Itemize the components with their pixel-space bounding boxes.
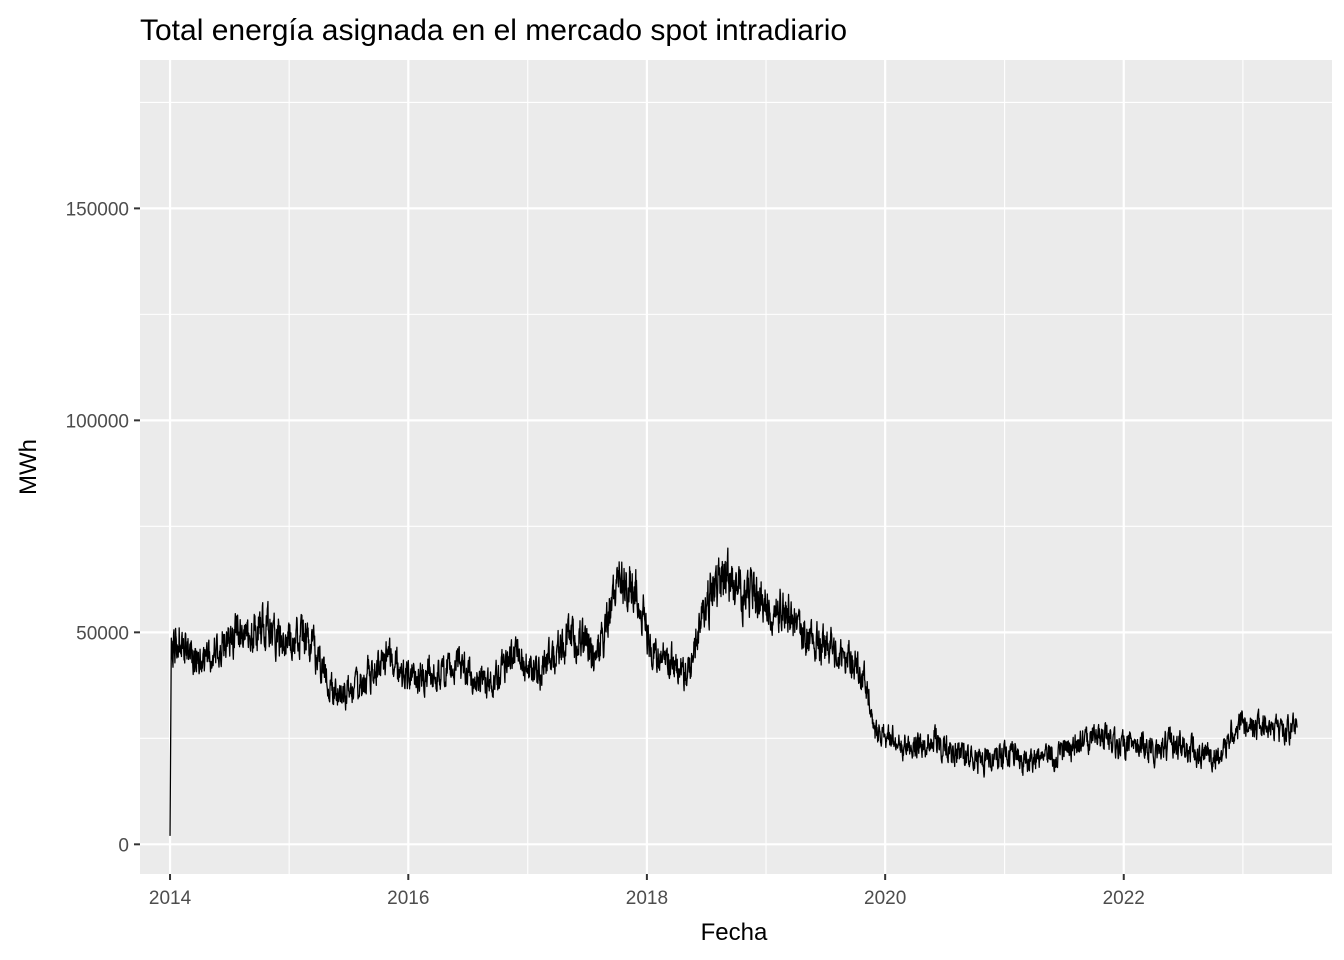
series-line: [169, 547, 1298, 836]
x-axis-title: Fecha: [701, 919, 768, 946]
minor-gridlines: [140, 60, 1332, 874]
y-tick-label: 50000: [76, 623, 129, 644]
y-axis: 0 50000 100000 150000: [66, 199, 140, 856]
x-tick-label: 2020: [864, 888, 906, 909]
x-tick-label: 2022: [1103, 888, 1145, 909]
y-tick-label: 150000: [66, 199, 129, 220]
y-tick-label: 100000: [66, 411, 129, 432]
x-tick-label: 2018: [626, 888, 668, 909]
series-layer: [169, 547, 1298, 836]
y-axis-title: MWh: [15, 439, 42, 495]
x-tick-label: 2016: [387, 888, 429, 909]
x-axis: 2014 2016 2018 2020 2022: [149, 874, 1145, 909]
chart-title: Total energía asignada en el mercado spo…: [140, 14, 847, 47]
y-tick-label: 0: [118, 835, 129, 856]
x-tick-label: 2014: [149, 888, 192, 909]
major-gridlines: [140, 60, 1332, 874]
